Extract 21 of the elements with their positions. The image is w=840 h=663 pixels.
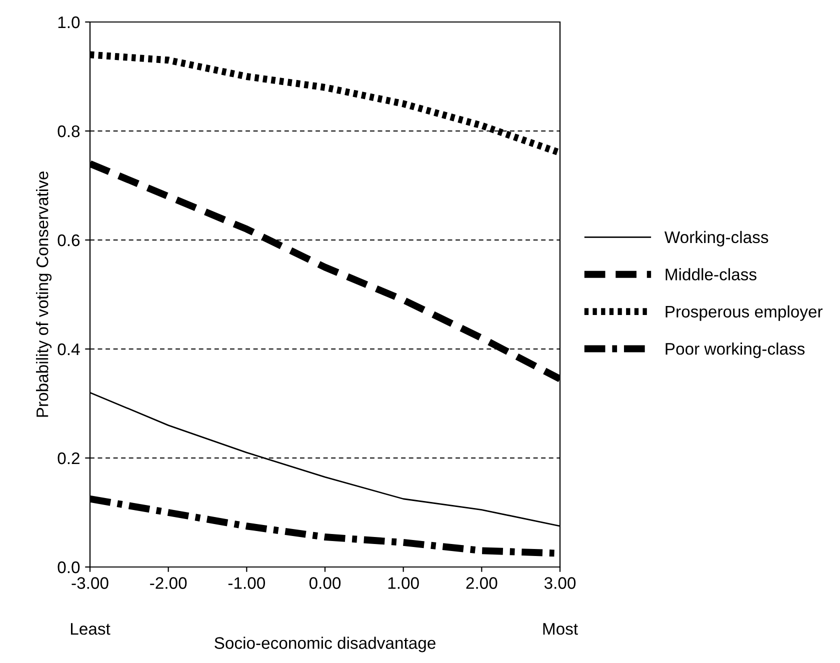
x-tick-label: -2.00 bbox=[150, 577, 187, 589]
y-tick-label: 0.0 bbox=[58, 561, 80, 574]
x-tick-label: -1.00 bbox=[228, 577, 266, 589]
y-tick-label: 0.4 bbox=[58, 343, 80, 356]
legend-label: Middle-class bbox=[666, 268, 756, 280]
x-tick-label: -3.00 bbox=[72, 577, 108, 589]
x-tick-label: 3.00 bbox=[544, 577, 576, 589]
legend-label: Working-class bbox=[664, 230, 768, 246]
x-axis-title: Socio-economic disadvantage bbox=[214, 636, 436, 652]
x-tick-label: 2.00 bbox=[466, 577, 498, 589]
y-tick-label: 0.8 bbox=[58, 125, 80, 138]
text: Most bbox=[543, 623, 578, 635]
y-tick-label: 0.6 bbox=[58, 234, 80, 246]
y-tick-label: 0.2 bbox=[58, 452, 80, 464]
legend-label: Prosperous employer bbox=[666, 305, 823, 321]
legend-label: Poor working-class bbox=[666, 342, 805, 358]
x-tick-label: 0.00 bbox=[309, 577, 341, 589]
y-tick-label: 1.0 bbox=[58, 16, 80, 28]
text: Least bbox=[70, 623, 110, 635]
x-tick-label: 1.00 bbox=[388, 577, 419, 589]
y-axis-title: Probability of voting Conservative bbox=[36, 172, 52, 417]
